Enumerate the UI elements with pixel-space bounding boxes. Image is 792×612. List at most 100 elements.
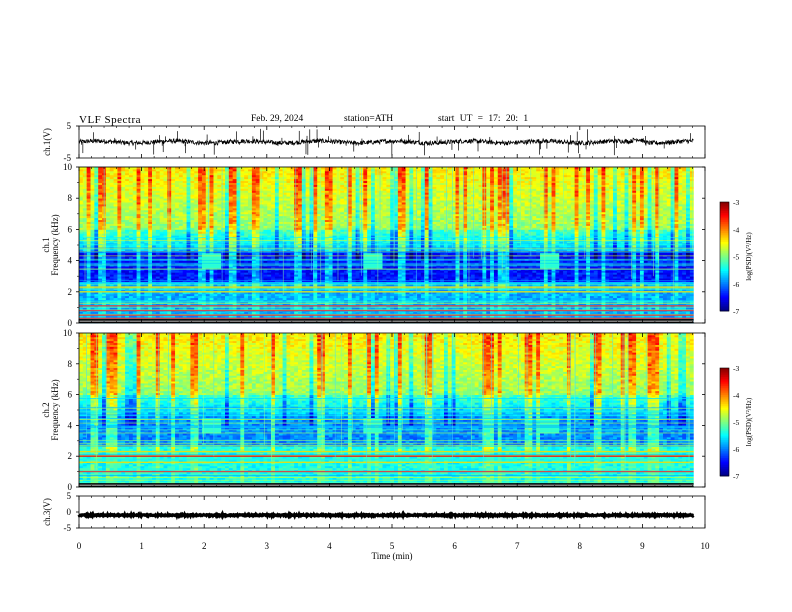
spectrogram-cell — [175, 301, 180, 304]
spectrogram-cell — [90, 252, 95, 256]
spectrogram-cell — [201, 305, 207, 308]
spectrogram-cell — [125, 170, 130, 174]
spectrogram-cell — [159, 190, 164, 193]
spectrogram-cell — [228, 237, 234, 240]
spectrogram-cell — [182, 207, 187, 211]
spectrogram-cell — [148, 213, 153, 217]
spectrogram-cell — [167, 272, 172, 275]
spectrogram-cell — [125, 192, 130, 195]
spectrogram-cell — [163, 233, 168, 236]
spectrogram-cell — [198, 186, 203, 189]
spectrogram-cell — [167, 188, 172, 191]
spectrogram-cell — [175, 272, 180, 275]
spectrogram-cell — [109, 258, 114, 261]
spectrogram-cell — [148, 211, 153, 215]
spectrogram-cell — [155, 311, 161, 314]
spectrogram-cell — [232, 307, 237, 310]
spectrogram-cell — [125, 186, 130, 189]
spectrogram-cell — [201, 198, 207, 201]
spectrogram-cell — [221, 223, 226, 226]
spectrogram-cell — [201, 180, 207, 183]
spectrogram-cell — [140, 227, 145, 230]
spectrogram-cell — [136, 209, 141, 213]
spectrogram-cell — [236, 219, 241, 222]
spectrogram-cell — [182, 209, 187, 213]
spectrogram-cell — [175, 192, 180, 195]
spectrogram-cell — [178, 219, 184, 222]
spectrogram-cell — [167, 223, 172, 226]
spectrogram-cell — [228, 180, 234, 183]
spectrogram-cell — [125, 178, 130, 182]
spectrogram-cell — [167, 301, 172, 304]
spectrogram-cell — [125, 231, 130, 234]
spectrogram-cell — [167, 211, 172, 215]
spectrogram-cell — [94, 291, 99, 295]
spectrogram-cell — [136, 237, 141, 240]
spectrogram-cell — [205, 256, 211, 260]
spectrogram-cell — [90, 200, 95, 203]
spectrogram-cell — [155, 235, 161, 238]
spectrogram-cell — [148, 276, 153, 279]
spectrogram-cell — [148, 170, 153, 174]
spectrogram-cell — [190, 209, 195, 213]
spectrogram-cell — [128, 225, 134, 228]
spectrogram-cell — [213, 250, 218, 254]
spectrogram-cell — [102, 291, 107, 295]
spectrogram-cell — [152, 188, 157, 191]
spectrogram-cell — [109, 307, 114, 310]
spectrogram-cell — [201, 221, 207, 224]
spectrogram-cell — [159, 204, 164, 207]
spectrogram-cell — [178, 174, 184, 178]
spectrogram-cell — [155, 291, 161, 295]
spectrogram-cell — [236, 176, 241, 180]
spectrogram-cell — [205, 227, 211, 230]
spectrogram-cell — [194, 291, 199, 295]
spectrogram-cell — [225, 262, 230, 265]
spectrogram-cell — [209, 260, 214, 263]
spectrogram-cell — [117, 297, 122, 300]
spectrogram-cell — [213, 200, 218, 203]
spectrogram-cell — [163, 262, 168, 265]
spectrogram-cell — [98, 221, 103, 224]
spectrogram-cell — [152, 200, 157, 203]
spectrogram-cell — [159, 186, 164, 189]
spectrogram-cell — [209, 198, 214, 201]
spectrogram-cell — [109, 200, 114, 203]
spectrogram-cell — [144, 211, 149, 215]
spectrogram-cell — [136, 274, 141, 277]
spectrogram-cell — [163, 196, 168, 199]
spectrogram-cell — [144, 174, 149, 178]
spectrogram-cell — [102, 262, 107, 265]
spectrogram-cell — [198, 241, 203, 244]
spectrogram-cell — [194, 278, 199, 281]
spectrogram-cell — [175, 196, 180, 199]
spectrogram-cell — [201, 301, 207, 304]
spectrogram-cell — [98, 215, 103, 219]
spectrogram-cell — [167, 176, 172, 180]
spectrogram-cell — [186, 291, 191, 295]
spectrogram-cell — [98, 188, 103, 191]
spectrogram-cell — [232, 315, 237, 318]
spectrogram-cell — [205, 233, 211, 236]
spectrogram-cell — [155, 204, 161, 207]
spectrogram-cell — [82, 301, 88, 304]
spectrogram-cell — [94, 184, 99, 187]
spectrogram-cell — [209, 196, 214, 199]
spectrogram-cell — [225, 272, 230, 275]
spectrogram-cell — [125, 311, 130, 314]
spectrogram-cell — [148, 182, 153, 185]
spectrogram-cell — [198, 227, 203, 230]
spectrogram-cell — [82, 307, 88, 310]
spectrogram-cell — [217, 176, 222, 180]
spectrogram-cell — [228, 192, 234, 195]
spectrogram-cell — [182, 307, 187, 310]
spectrogram-cell — [144, 278, 149, 281]
spectrogram-cell — [186, 235, 191, 238]
spectrogram-cell — [217, 213, 222, 217]
spectrogram-cell — [125, 245, 130, 248]
spectrogram-cell — [198, 184, 203, 187]
spectrogram-cell — [152, 256, 157, 260]
spectrogram-cell — [201, 231, 207, 234]
spectrogram-cell — [228, 200, 234, 203]
spectrogram-cell — [240, 190, 245, 193]
